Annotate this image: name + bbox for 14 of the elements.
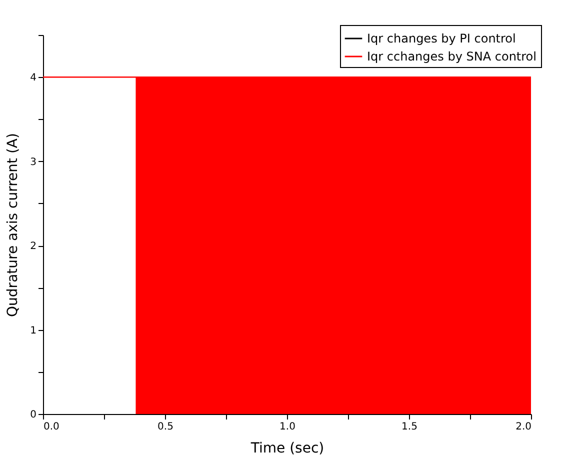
y-tick-label: 3 [30, 156, 36, 168]
legend-label: Iqr cchanges by SNA control [367, 50, 536, 64]
x-tick-label: 2.0 [516, 422, 532, 432]
y-axis-title: Qudrature axis current (A) [5, 133, 22, 317]
legend-label: Iqr changes by PI control [367, 32, 516, 46]
y-tick-label: 2 [30, 241, 36, 252]
y-tick-label: 1 [30, 325, 36, 336]
x-tick-label: 1.5 [402, 422, 418, 432]
x-tick-label: 1.0 [280, 422, 296, 432]
x-tick-label: 0.5 [158, 422, 174, 432]
x-axis-title: Time (sec) [250, 440, 324, 456]
y-tick-label: 4 [30, 72, 36, 84]
x-tick-label: 0.0 [44, 422, 60, 432]
y-tick-label: 0 [30, 410, 36, 420]
